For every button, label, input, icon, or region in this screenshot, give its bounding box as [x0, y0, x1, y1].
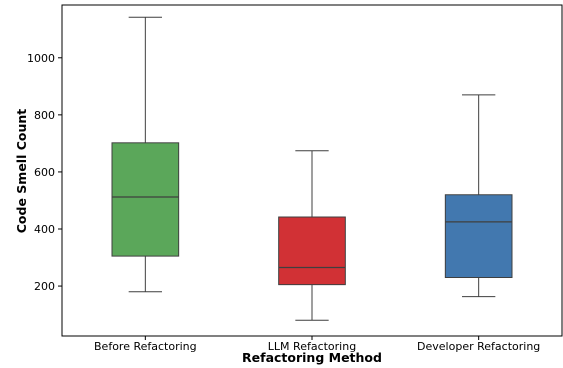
x-tick-label: LLM Refactoring [268, 340, 356, 353]
x-axis: Before Refactoring LLM Refactoring Develop… [94, 336, 540, 353]
box-group [111, 16, 180, 293]
y-axis: 200 400 600 800 1000 [27, 52, 62, 293]
y-tick-label: 200 [34, 280, 55, 293]
box-group [278, 150, 346, 321]
boxes [111, 16, 513, 321]
y-tick-label: 1000 [27, 52, 55, 65]
box-group [444, 94, 513, 298]
x-tick-label: Before Refactoring [94, 340, 197, 353]
iqr-box [111, 142, 180, 257]
iqr-box [278, 216, 346, 286]
y-tick-label: 600 [34, 166, 55, 179]
y-tick-label: 400 [34, 223, 55, 236]
iqr-box [444, 194, 513, 279]
x-axis-title: Refactoring Method [242, 350, 382, 365]
y-axis-title: Code Smell Count [14, 109, 29, 234]
x-tick-label: Developer Refactoring [417, 340, 540, 353]
y-tick-label: 800 [34, 109, 55, 122]
